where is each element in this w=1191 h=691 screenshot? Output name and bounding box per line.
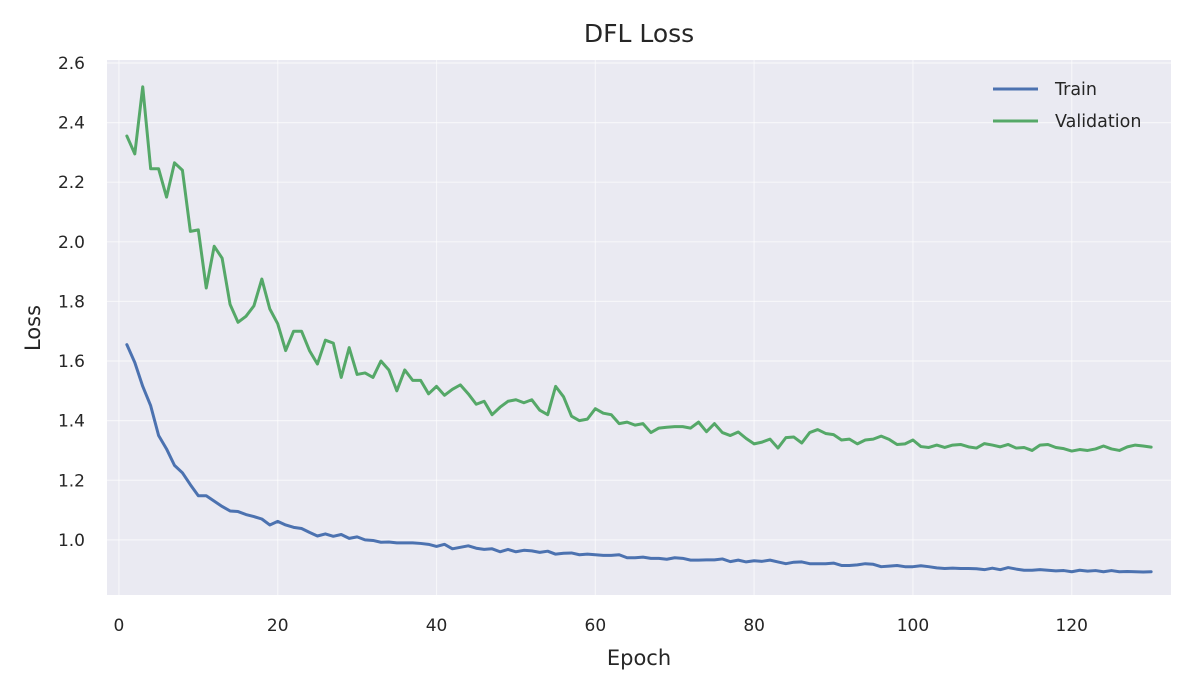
- grid: [107, 60, 1171, 595]
- x-tick-label: 80: [743, 616, 765, 636]
- series-line-validation: [125, 85, 1153, 453]
- x-axis-ticks: 0 20 40 60 80 100 120: [113, 616, 1087, 636]
- x-tick-label: 120: [1056, 616, 1088, 636]
- x-tick-label: 40: [426, 616, 448, 636]
- x-tick-label: 60: [585, 616, 607, 636]
- x-tick-label: 0: [113, 616, 124, 636]
- series-lines: [125, 85, 1153, 574]
- y-tick-label: 2.2: [58, 173, 85, 193]
- y-axis-title: Loss: [21, 305, 45, 351]
- x-axis-title: Epoch: [607, 646, 671, 670]
- y-tick-label: 1.8: [58, 292, 85, 312]
- y-tick-label: 2.6: [58, 54, 85, 74]
- x-tick-label: 100: [897, 616, 929, 636]
- y-axis-ticks: 1.0 1.2 1.4 1.6 1.8 2.0 2.2 2.4 2.6: [58, 54, 85, 551]
- y-tick-label: 2.0: [58, 233, 85, 253]
- y-tick-label: 1.2: [58, 471, 85, 491]
- y-tick-label: 2.4: [58, 114, 85, 134]
- y-tick-label: 1.0: [58, 531, 85, 551]
- legend-label-train: Train: [1054, 80, 1097, 100]
- x-tick-label: 20: [267, 616, 289, 636]
- legend: Train Validation: [993, 80, 1141, 132]
- series-line-train: [125, 343, 1153, 574]
- plot-area: [107, 60, 1171, 595]
- chart-title: DFL Loss: [584, 19, 694, 48]
- y-tick-label: 1.4: [58, 412, 85, 432]
- y-tick-label: 1.6: [58, 352, 85, 372]
- legend-label-validation: Validation: [1055, 112, 1141, 132]
